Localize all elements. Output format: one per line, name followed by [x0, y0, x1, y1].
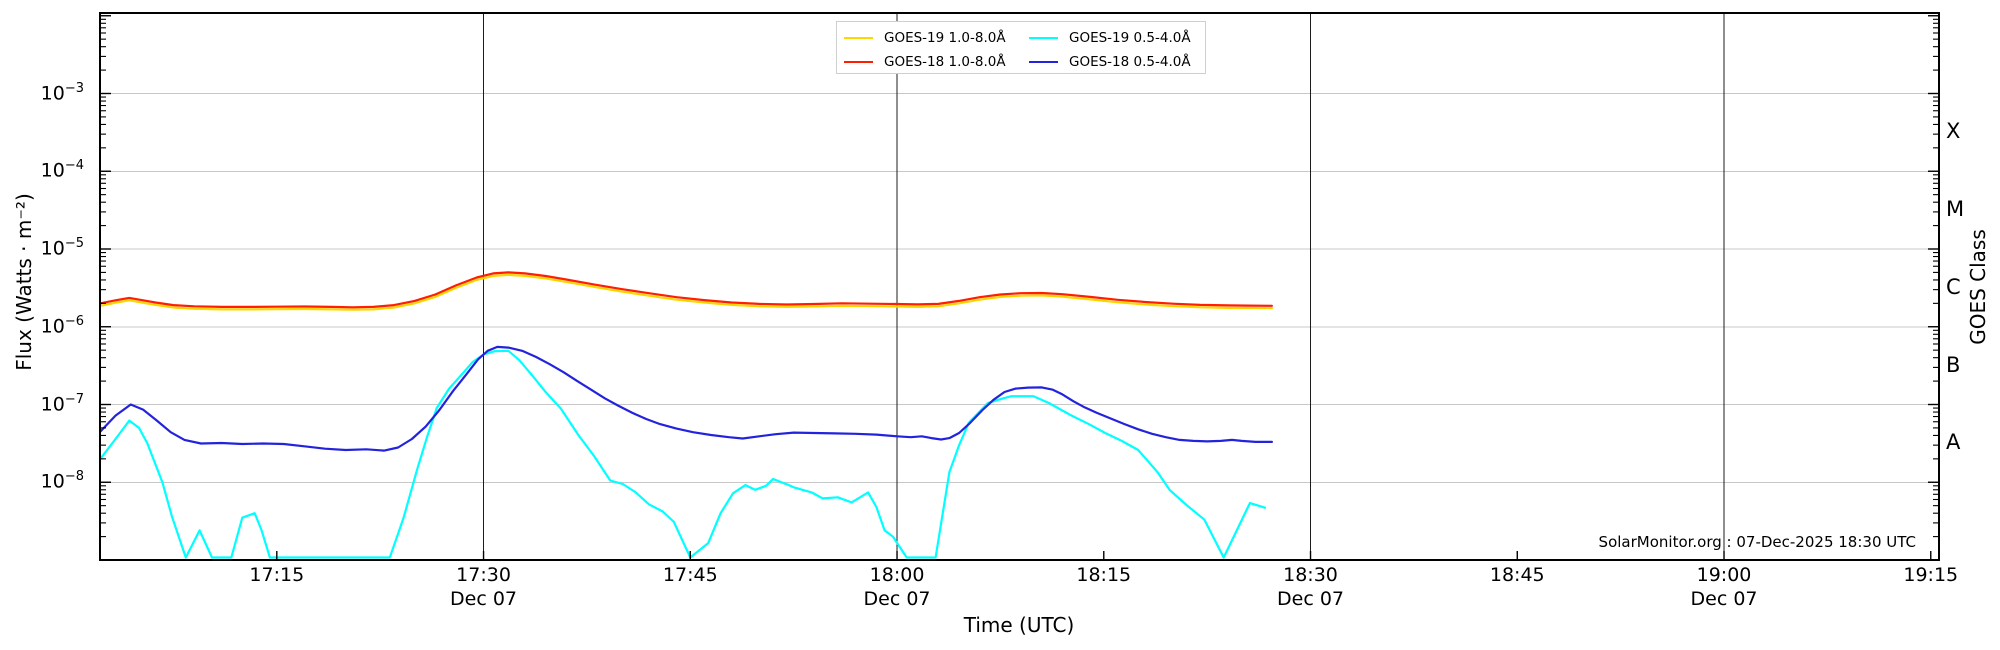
y-tick-label: 10−6 [40, 313, 84, 338]
x-axis-title: Time (UTC) [963, 613, 1075, 637]
legend-label: GOES-18 0.5-4.0Å [1069, 54, 1191, 70]
plot-border [99, 12, 1940, 561]
x-tick-label: 19:00 [1696, 564, 1752, 586]
y-axis-title: Flux (Watts · m⁻²) [12, 193, 36, 371]
goes-class-letter: C [1946, 274, 1961, 299]
series-line [99, 345, 1273, 452]
x-tick-label: 18:00 [869, 564, 925, 586]
series-line [99, 273, 1273, 311]
legend-swatch-goes18-short-icon [1029, 61, 1058, 63]
goes-class-letter: A [1946, 430, 1961, 455]
series-line [99, 349, 1267, 559]
legend-swatch-goes19-short-icon [1029, 37, 1058, 39]
x-tick-label: 19:15 [1903, 564, 1959, 586]
legend-label: GOES-19 0.5-4.0Å [1069, 30, 1191, 46]
legend-swatch-goes19-long-icon [844, 37, 873, 39]
x-tick-label: 18:45 [1489, 564, 1545, 586]
x-date-label: Dec 07 [863, 588, 931, 610]
goes-class-letter: X [1946, 119, 1961, 144]
goes-class-letter: B [1946, 352, 1961, 377]
legend-item: GOES-19 0.5-4.0Å [1029, 28, 1211, 48]
x-tick-label: 17:45 [662, 564, 718, 586]
x-tick-label: 18:15 [1076, 564, 1132, 586]
legend-label: GOES-18 1.0-8.0Å [884, 54, 1006, 70]
x-tick-label: 17:15 [249, 564, 305, 586]
x-date-label: Dec 07 [1277, 588, 1345, 610]
x-tick-label: 18:30 [1283, 564, 1338, 586]
legend-label: GOES-19 1.0-8.0Å [884, 30, 1006, 46]
y-tick-label: 10−3 [40, 80, 84, 104]
y-tick-label: 10−4 [40, 158, 84, 182]
legend: GOES-19 1.0-8.0Å GOES-19 0.5-4.0Å GOES-1… [836, 21, 1206, 74]
legend-item: GOES-18 0.5-4.0Å [1029, 52, 1211, 72]
y-tick-label: 10−7 [40, 391, 84, 415]
y-tick-label: 10−5 [40, 236, 84, 260]
x-date-label: Dec 07 [450, 588, 518, 610]
watermark-text: SolarMonitor.org : 07-Dec-2025 18:30 UTC [1598, 533, 1916, 551]
y-tick-label: 10−8 [40, 469, 84, 493]
right-axis-title: GOES Class [1966, 229, 1990, 345]
x-tick-label: 17:30 [456, 564, 511, 586]
legend-swatch-goes18-long-icon [844, 61, 873, 63]
legend-item: GOES-19 1.0-8.0Å [844, 28, 1029, 48]
x-date-label: Dec 07 [1690, 588, 1758, 610]
series-line [99, 271, 1273, 309]
goes-class-letter: M [1946, 197, 1965, 222]
legend-item: GOES-18 1.0-8.0Å [844, 52, 1029, 72]
